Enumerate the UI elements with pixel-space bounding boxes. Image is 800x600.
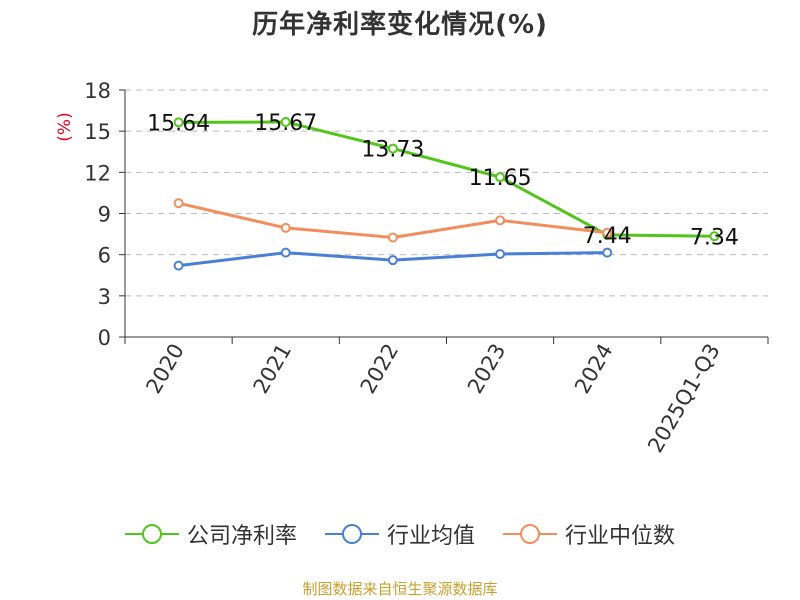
legend-swatch-company <box>124 524 179 544</box>
data-point-industry-median[interactable] <box>495 215 506 226</box>
legend-item-industry-median[interactable]: 行业中位数 <box>503 518 675 550</box>
data-point-industry-median[interactable] <box>280 222 291 233</box>
data-label: 11.65 <box>469 166 532 191</box>
data-point-industry-avg[interactable] <box>387 255 398 266</box>
data-source-footer: 制图数据来自恒生聚源数据库 <box>302 580 498 598</box>
grid-lines <box>125 89 768 297</box>
axes: 0 3 6 9 12 15 18 2020 2021 2022 2023 2024 2025Q1-Q3 (… <box>55 79 769 457</box>
x-tick-label: 2021 <box>249 340 297 398</box>
legend-label-industry-avg: 行业均值 <box>386 524 475 549</box>
data-point-industry-median[interactable] <box>602 227 613 238</box>
data-point-company[interactable] <box>173 117 184 128</box>
y-tick-label: 12 <box>84 161 111 185</box>
data-point-industry-avg[interactable] <box>173 260 184 271</box>
data-point-industry-avg[interactable] <box>495 248 506 259</box>
y-axis-unit-label: (%) <box>55 112 75 141</box>
x-tick-label: 2024 <box>570 340 618 398</box>
x-tick-label: 2020 <box>141 340 189 398</box>
data-point-industry-median[interactable] <box>173 198 184 209</box>
data-labels: 15.64 15.67 13.73 11.65 7.44 7.34 <box>147 111 739 250</box>
legend-swatch-industry-median <box>503 524 557 544</box>
legend: 公司净利率 行业均值 行业中位数 <box>0 518 800 550</box>
legend-label-industry-median: 行业中位数 <box>565 524 676 549</box>
legend-label-company: 公司净利率 <box>186 524 297 549</box>
data-label: 13.73 <box>361 138 424 163</box>
y-tick-label: 6 <box>98 244 111 268</box>
series-line-industry-median <box>178 201 608 240</box>
data-label: 7.34 <box>690 225 739 250</box>
data-point-company[interactable] <box>709 231 720 242</box>
data-point-industry-avg[interactable] <box>280 247 291 258</box>
y-tick-label: 18 <box>84 79 111 103</box>
data-label: 7.44 <box>583 224 632 249</box>
series-lines <box>173 116 720 271</box>
legend-item-industry-avg[interactable]: 行业均值 <box>324 518 475 550</box>
data-point-company[interactable] <box>495 172 506 183</box>
x-tick-label: 2022 <box>356 340 404 398</box>
data-point-industry-median[interactable] <box>387 232 398 243</box>
x-tick-label: 2023 <box>463 340 511 398</box>
series-line-company <box>178 120 715 238</box>
y-tick-label: 15 <box>84 120 111 144</box>
data-point-industry-avg[interactable] <box>602 247 613 258</box>
legend-item-company[interactable]: 公司净利率 <box>124 518 297 550</box>
legend-swatch-industry-avg <box>324 524 379 544</box>
y-tick-label: 9 <box>98 203 111 227</box>
y-tick-label: 0 <box>98 326 111 350</box>
data-label: 15.64 <box>147 111 210 136</box>
data-point-company[interactable] <box>280 116 291 127</box>
data-point-company[interactable] <box>387 143 398 154</box>
data-label: 15.67 <box>254 111 317 136</box>
chart-title: 历年净利率变化情况(%) <box>252 10 548 40</box>
y-tick-label: 3 <box>98 285 111 309</box>
x-tick-label: 2025Q1-Q3 <box>643 340 725 457</box>
